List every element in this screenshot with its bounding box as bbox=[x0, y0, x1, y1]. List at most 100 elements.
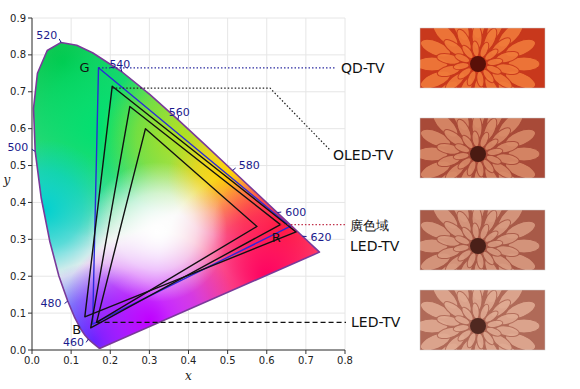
y-tick bbox=[28, 350, 32, 351]
petal bbox=[471, 302, 480, 319]
chart: 0.0 0.1 0.2 0.3 0.4 0.5 0.6 0.7 0.8 0.0 0.1 0.2 0.3 0… bbox=[0, 0, 580, 389]
petal bbox=[471, 130, 480, 147]
x-tick-label: 0.6 bbox=[259, 355, 275, 366]
y-tick bbox=[28, 165, 32, 166]
x-tick bbox=[345, 350, 346, 354]
vertex-label: R bbox=[272, 230, 281, 245]
grid-line bbox=[32, 18, 33, 350]
y-tick bbox=[28, 18, 32, 19]
x-axis-label: x bbox=[185, 369, 192, 383]
y-tick-label: 0.6 bbox=[10, 123, 26, 134]
wavelength-tick bbox=[233, 168, 236, 171]
gamut-triangle bbox=[97, 129, 257, 323]
y-tick bbox=[28, 128, 32, 129]
wavelength-label: 560 bbox=[169, 106, 190, 119]
gamut-triangle bbox=[85, 86, 296, 317]
wavelength-label: 500 bbox=[7, 141, 28, 154]
wavelength-tick bbox=[65, 301, 68, 303]
annotations: QD-TV OLED-TV 廣色域 LED-TV LED-TV bbox=[97, 60, 401, 331]
vertex-label: G bbox=[79, 60, 89, 75]
photo-frame bbox=[420, 28, 545, 88]
flower-photo bbox=[420, 28, 545, 88]
y-tick-label: 0.4 bbox=[10, 197, 26, 208]
plot-area bbox=[32, 18, 345, 350]
y-tick-label: 0.9 bbox=[10, 13, 26, 24]
wavelength-tick bbox=[59, 39, 61, 43]
vertex-label: B bbox=[72, 322, 81, 337]
flower-core bbox=[470, 56, 486, 72]
leader-line bbox=[99, 67, 336, 68]
wavelength-label: 540 bbox=[109, 58, 130, 71]
y-axis-line bbox=[32, 18, 33, 350]
petal bbox=[476, 161, 485, 178]
x-tick bbox=[188, 350, 189, 354]
y-tick bbox=[28, 276, 32, 277]
x-tick-label: 0.1 bbox=[63, 355, 79, 366]
x-tick bbox=[305, 350, 306, 354]
annotation-label: LED-TV bbox=[351, 314, 401, 330]
y-tick-label: 0.3 bbox=[10, 234, 26, 245]
petal bbox=[471, 222, 480, 239]
x-tick-label: 0.3 bbox=[141, 355, 157, 366]
y-tick bbox=[28, 91, 32, 92]
leader-line bbox=[112, 88, 330, 150]
annotation-label: OLED-TV bbox=[333, 147, 394, 163]
flower-photo bbox=[420, 290, 545, 350]
wavelength-tick bbox=[303, 236, 307, 237]
x-tick bbox=[110, 350, 111, 354]
petal bbox=[476, 333, 485, 350]
flower-core bbox=[470, 238, 486, 254]
leader-line bbox=[97, 322, 346, 323]
petal bbox=[476, 253, 485, 270]
axes: 0.0 0.1 0.2 0.3 0.4 0.5 0.6 0.7 0.8 0.0 0.1 0.2 0.3 0… bbox=[10, 13, 353, 367]
petal bbox=[486, 239, 503, 248]
petal bbox=[486, 319, 503, 328]
wavelength-label: 620 bbox=[311, 231, 332, 244]
y-tick-label: 0.0 bbox=[10, 345, 26, 356]
annotation-label: LED-TV bbox=[350, 238, 400, 254]
wavelength-tick bbox=[32, 149, 35, 151]
photo-frame bbox=[420, 118, 545, 178]
x-tick-label: 0.2 bbox=[102, 355, 118, 366]
flower-photo bbox=[420, 118, 545, 178]
x-tick-label: 0.5 bbox=[220, 355, 236, 366]
x-tick bbox=[266, 350, 267, 354]
y-tick-label: 0.8 bbox=[10, 49, 26, 60]
wavelength-label: 520 bbox=[36, 29, 57, 42]
x-tick-label: 0.0 bbox=[24, 355, 40, 366]
y-tick-label: 0.5 bbox=[10, 160, 26, 171]
wavelength-tick bbox=[86, 339, 88, 342]
flower-core bbox=[470, 146, 486, 162]
wavelength-labels: 460 480 500 520 540 560 580 600 620 bbox=[7, 29, 331, 349]
x-tick-label: 0.4 bbox=[181, 355, 197, 366]
flower-photo bbox=[420, 210, 545, 270]
x-tick-label: 0.8 bbox=[337, 355, 353, 366]
leader-line bbox=[280, 224, 346, 225]
y-tick-label: 0.2 bbox=[10, 271, 26, 282]
wavelength-label: 580 bbox=[239, 159, 260, 172]
photo-frame bbox=[420, 210, 545, 270]
wavelength-label: 600 bbox=[285, 206, 306, 219]
y-axis-label: y bbox=[3, 173, 11, 187]
x-tick bbox=[71, 350, 72, 354]
gamut-triangle bbox=[93, 68, 291, 324]
petal bbox=[471, 40, 480, 57]
petal bbox=[476, 71, 485, 88]
gamut-triangle bbox=[91, 107, 281, 328]
photo-frame bbox=[420, 290, 545, 350]
page-root: 0.0 0.1 0.2 0.3 0.4 0.5 0.6 0.7 0.8 0.0 0.1 0.2 0.3 0… bbox=[0, 0, 580, 389]
wavelength-label: 460 bbox=[63, 336, 84, 349]
y-tick-label: 0.1 bbox=[10, 308, 26, 319]
x-tick bbox=[32, 350, 33, 354]
y-tick-label: 0.7 bbox=[10, 86, 26, 97]
wavelength-tick bbox=[277, 212, 281, 214]
flower-core bbox=[470, 318, 486, 334]
annotation-label: QD-TV bbox=[341, 60, 385, 76]
petal bbox=[486, 57, 503, 66]
y-tick bbox=[28, 54, 32, 55]
petal bbox=[486, 147, 503, 156]
y-tick bbox=[28, 239, 32, 240]
y-tick bbox=[28, 202, 32, 203]
wavelength-label: 480 bbox=[40, 297, 61, 310]
annotation-label: 廣色域 bbox=[350, 218, 389, 233]
